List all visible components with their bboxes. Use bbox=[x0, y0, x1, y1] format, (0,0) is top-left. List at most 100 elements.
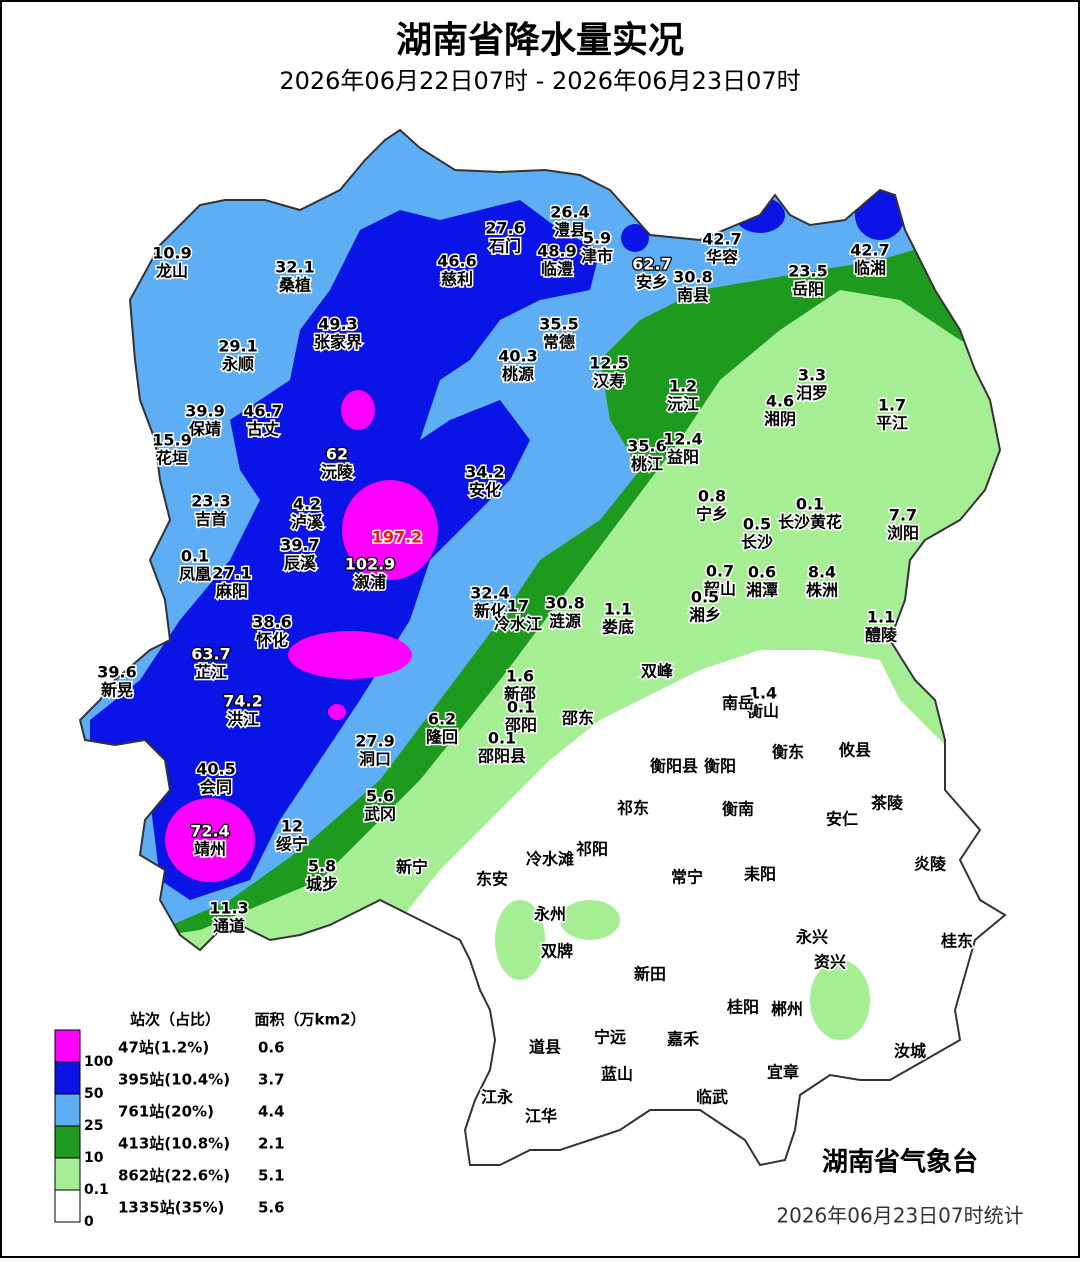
station-name: 冷水江 bbox=[494, 615, 542, 634]
station-name: 澧县 bbox=[554, 221, 586, 240]
station-name: 常宁 bbox=[671, 868, 703, 887]
station-name: 桂东 bbox=[940, 932, 973, 951]
station-name: 宁乡 bbox=[696, 505, 728, 524]
station-name: 花垣 bbox=[156, 449, 188, 468]
station-value: 15.9 bbox=[152, 431, 191, 450]
legend-threshold: 100 bbox=[84, 1054, 113, 1070]
area-100 bbox=[341, 390, 375, 430]
station-name: 益阳 bbox=[667, 448, 699, 467]
station-name: 嘉禾 bbox=[666, 1030, 699, 1049]
station-name: 茶陵 bbox=[870, 794, 904, 813]
station-value: 8.4 bbox=[808, 563, 836, 582]
area-100 bbox=[328, 704, 346, 720]
area-01 bbox=[810, 960, 870, 1040]
station-value: 6.2 bbox=[428, 710, 456, 729]
legend-threshold: 50 bbox=[84, 1086, 104, 1102]
station-name: 永州 bbox=[533, 905, 566, 924]
station-name: 安仁 bbox=[826, 810, 858, 829]
station-name: 宁远 bbox=[594, 1028, 626, 1047]
area-100 bbox=[342, 480, 438, 580]
station-name: 攸县 bbox=[838, 741, 871, 760]
legend-header: 站次（占比） bbox=[130, 1011, 220, 1029]
station-name: 怀化 bbox=[256, 631, 288, 650]
station-name: 靖州 bbox=[194, 840, 226, 859]
station-value: 46.6 bbox=[437, 252, 476, 271]
station-name: 龙山 bbox=[155, 262, 188, 281]
station-name: 醴陵 bbox=[865, 626, 898, 645]
station-name: 城步 bbox=[306, 875, 338, 894]
station-name: 古丈 bbox=[247, 420, 279, 439]
station-name: 东安 bbox=[476, 870, 508, 889]
station-name: 南县 bbox=[677, 286, 709, 305]
station-name: 桂阳 bbox=[726, 998, 759, 1017]
station-name: 株洲 bbox=[806, 581, 838, 600]
station-name: 长沙黄花 bbox=[778, 513, 842, 532]
legend-area: 2.1 bbox=[258, 1135, 285, 1153]
legend-threshold: 0.1 bbox=[84, 1182, 109, 1198]
station-value: 74.2 bbox=[223, 692, 262, 711]
station-name: 安乡 bbox=[636, 273, 668, 292]
station-value: 39.6 bbox=[97, 663, 136, 682]
legend-count: 47站(1.2%) bbox=[118, 1039, 209, 1057]
legend-threshold: 10 bbox=[84, 1150, 104, 1166]
station-name: 汉寿 bbox=[593, 372, 625, 391]
station-name: 道县 bbox=[529, 1038, 561, 1057]
station-name: 凤凰 bbox=[179, 565, 211, 584]
station-value: 46.7 bbox=[243, 402, 282, 421]
station-name: 桃源 bbox=[502, 365, 534, 384]
title: 湖南省降水量实况 bbox=[396, 20, 684, 61]
station-value: 40.5 bbox=[196, 760, 235, 779]
station-value: 1.1 bbox=[867, 608, 895, 627]
station-value: 12.5 bbox=[589, 354, 628, 373]
station-name: 祁东 bbox=[617, 799, 649, 818]
station-name: 张家界 bbox=[314, 333, 362, 352]
station-value: 27.9 bbox=[355, 732, 394, 751]
station-name: 洞口 bbox=[359, 750, 391, 769]
station-name: 绥宁 bbox=[276, 835, 308, 854]
station-name: 泸溪 bbox=[291, 513, 324, 532]
station-value: 38.6 bbox=[252, 613, 291, 632]
station-value: 0.5 bbox=[743, 515, 771, 534]
station-value: 30.8 bbox=[545, 594, 584, 613]
station-value: 42.7 bbox=[702, 230, 741, 249]
station-name: 新田 bbox=[634, 965, 666, 984]
legend-swatch bbox=[54, 1061, 81, 1095]
station-value: 42.7 bbox=[850, 241, 889, 260]
station-value: 102.9 bbox=[345, 555, 396, 574]
station-name: 安化 bbox=[469, 481, 501, 500]
station-value: 5.6 bbox=[366, 787, 394, 806]
station-value: 27.1 bbox=[212, 564, 251, 583]
legend-count: 761站(20%) bbox=[118, 1103, 214, 1121]
legend-swatch bbox=[54, 1125, 81, 1159]
station-value: 0.6 bbox=[748, 563, 776, 582]
station-name: 石门 bbox=[488, 237, 521, 256]
station-name: 保靖 bbox=[188, 420, 221, 439]
legend: 站次（占比） 面积（万km2） 47站(1.2%) 0.6 395站(10.4%) 3… bbox=[54, 1009, 367, 1232]
station-name: 桃江 bbox=[631, 455, 663, 474]
station-name: 通道 bbox=[213, 917, 245, 936]
station-value: 0.5 bbox=[691, 588, 719, 607]
station-name: 芷江 bbox=[195, 663, 227, 682]
station-value: 39.9 bbox=[185, 402, 224, 421]
station-name: 蓝山 bbox=[601, 1065, 633, 1084]
station-name: 涟源 bbox=[549, 612, 581, 631]
station-name: 祁阳 bbox=[576, 840, 608, 859]
station-name: 慈利 bbox=[441, 270, 473, 289]
station-name: 永顺 bbox=[221, 355, 254, 374]
station-value: 1.2 bbox=[669, 377, 697, 396]
station-name: 会同 bbox=[200, 778, 232, 797]
station-name: 沅陵 bbox=[321, 463, 354, 482]
legend-area: 5.1 bbox=[258, 1167, 285, 1185]
station-value: 0.1 bbox=[796, 495, 824, 514]
station-name: 资兴 bbox=[814, 953, 846, 972]
station-name: 隆回 bbox=[426, 728, 458, 747]
station-value: 5.9 bbox=[583, 229, 611, 248]
station-name: 洪江 bbox=[227, 710, 259, 729]
station-value: 32.1 bbox=[275, 258, 314, 277]
legend-swatch bbox=[54, 1093, 81, 1127]
station-value: 35.6 bbox=[627, 437, 666, 456]
legend-area: 5.6 bbox=[258, 1199, 285, 1217]
station-value: 72.4 bbox=[190, 822, 229, 841]
agency: 湖南省气象台 bbox=[822, 1147, 978, 1178]
